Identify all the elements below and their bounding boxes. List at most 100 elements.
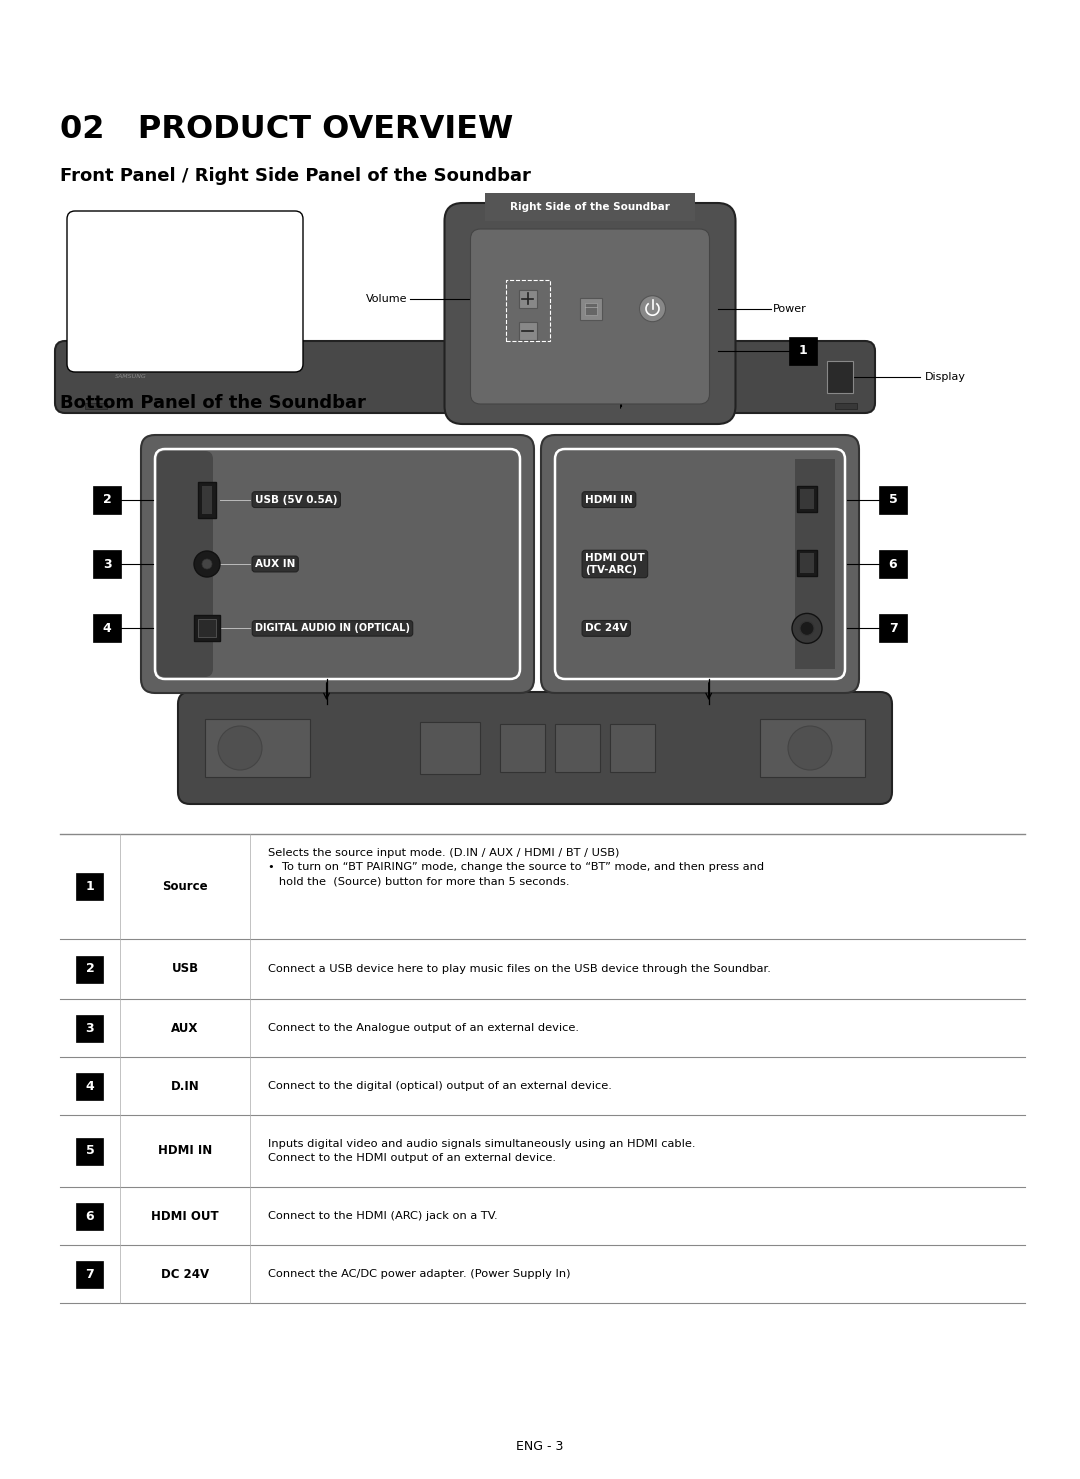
Circle shape: [792, 614, 822, 643]
Bar: [77, 1260, 104, 1288]
Bar: [77, 1202, 104, 1229]
Bar: [485, 192, 696, 220]
Text: Selects the source input mode. (D.IN / AUX / HDMI / BT / USB)
•  To turn on “BT : Selects the source input mode. (D.IN / A…: [268, 847, 765, 887]
FancyBboxPatch shape: [541, 435, 859, 694]
Text: 4: 4: [85, 1080, 94, 1093]
Bar: [580, 297, 602, 319]
Text: HDMI OUT
(TV-ARC): HDMI OUT (TV-ARC): [585, 553, 645, 575]
Bar: [93, 485, 121, 513]
Bar: [795, 458, 835, 669]
Text: DC 24V: DC 24V: [161, 1268, 210, 1281]
Bar: [205, 719, 310, 776]
Text: DIGITAL AUDIO IN (OPTICAL): DIGITAL AUDIO IN (OPTICAL): [255, 624, 410, 633]
Text: D.IN: D.IN: [171, 1080, 200, 1093]
Text: AUX: AUX: [172, 1022, 199, 1034]
Bar: [879, 614, 907, 642]
Text: 2: 2: [85, 963, 94, 976]
Text: 5: 5: [889, 493, 897, 506]
Text: Volume: Volume: [366, 294, 407, 303]
Text: DC 24V: DC 24V: [585, 624, 627, 633]
Text: Right Side of the Soundbar: Right Side of the Soundbar: [510, 203, 670, 211]
Text: 3: 3: [103, 558, 111, 571]
Text: 2: 2: [103, 493, 111, 506]
FancyBboxPatch shape: [471, 229, 710, 404]
Text: Connect to the HDMI (ARC) jack on a TV.: Connect to the HDMI (ARC) jack on a TV.: [268, 1211, 498, 1222]
Text: SAMSUNG: SAMSUNG: [114, 374, 147, 380]
Text: Connect the AC/DC power adapter. (Power Supply In): Connect the AC/DC power adapter. (Power …: [268, 1269, 570, 1279]
FancyBboxPatch shape: [178, 692, 892, 805]
Text: USB (5V 0.5A): USB (5V 0.5A): [255, 494, 337, 504]
Bar: [879, 550, 907, 578]
Bar: [760, 719, 865, 776]
Bar: [797, 485, 816, 512]
Bar: [879, 485, 907, 513]
Text: 1: 1: [85, 880, 94, 893]
Bar: [505, 280, 550, 340]
Bar: [800, 488, 814, 509]
Bar: [77, 1137, 104, 1164]
Bar: [93, 614, 121, 642]
FancyBboxPatch shape: [445, 203, 735, 424]
Bar: [194, 615, 220, 642]
Text: USB: USB: [172, 963, 199, 976]
Circle shape: [639, 296, 665, 322]
Text: 7: 7: [889, 621, 897, 634]
Bar: [93, 550, 121, 578]
Bar: [77, 1015, 104, 1041]
Bar: [827, 361, 853, 392]
Bar: [77, 1072, 104, 1099]
Bar: [518, 322, 537, 340]
FancyBboxPatch shape: [555, 450, 845, 679]
Text: 6: 6: [889, 558, 897, 571]
FancyBboxPatch shape: [156, 450, 519, 679]
Text: Position the product so
that the SAMSUNG logo
is located on the top.: Position the product so that the SAMSUNG…: [119, 266, 252, 306]
Text: 4: 4: [103, 621, 111, 634]
Text: ENG - 3: ENG - 3: [516, 1441, 564, 1454]
Bar: [198, 482, 216, 518]
Bar: [198, 620, 216, 637]
Text: 5: 5: [85, 1145, 94, 1158]
Text: 7: 7: [85, 1268, 94, 1281]
Text: 6: 6: [85, 1210, 94, 1223]
Text: Connect to the digital (optical) output of an external device.: Connect to the digital (optical) output …: [268, 1081, 612, 1092]
Circle shape: [800, 621, 814, 636]
Text: HDMI OUT: HDMI OUT: [151, 1210, 219, 1223]
Circle shape: [202, 559, 212, 569]
Bar: [800, 553, 814, 572]
Text: HDMI IN: HDMI IN: [585, 494, 633, 504]
Bar: [788, 337, 816, 364]
Bar: [202, 485, 212, 513]
FancyBboxPatch shape: [141, 435, 534, 694]
Text: HDMI IN: HDMI IN: [158, 1145, 212, 1158]
Bar: [610, 725, 654, 772]
Bar: [420, 722, 480, 774]
Text: Bottom Panel of the Soundbar: Bottom Panel of the Soundbar: [60, 393, 366, 413]
Circle shape: [218, 726, 262, 771]
Bar: [797, 550, 816, 575]
FancyBboxPatch shape: [55, 342, 875, 413]
Text: Connect a USB device here to play music files on the USB device through the Soun: Connect a USB device here to play music …: [268, 964, 771, 975]
Circle shape: [788, 726, 832, 771]
FancyBboxPatch shape: [157, 451, 213, 677]
FancyBboxPatch shape: [67, 211, 303, 373]
Text: Front Panel / Right Side Panel of the Soundbar: Front Panel / Right Side Panel of the So…: [60, 167, 531, 185]
Text: Source: Source: [162, 880, 207, 893]
Text: 3: 3: [85, 1022, 94, 1034]
Bar: [835, 402, 858, 410]
Text: Inputs digital video and audio signals simultaneously using an HDMI cable.
Conne: Inputs digital video and audio signals s…: [268, 1139, 696, 1162]
Bar: [584, 303, 596, 315]
Text: Display: Display: [924, 373, 966, 382]
Text: Power: Power: [772, 303, 807, 314]
Bar: [165, 458, 205, 669]
Bar: [77, 873, 104, 901]
Text: AUX IN: AUX IN: [255, 559, 295, 569]
Circle shape: [194, 552, 220, 577]
Bar: [555, 725, 600, 772]
Bar: [85, 402, 107, 410]
Text: 02   PRODUCT OVERVIEW: 02 PRODUCT OVERVIEW: [60, 114, 513, 145]
Bar: [518, 290, 537, 308]
Bar: [500, 725, 545, 772]
Bar: [77, 955, 104, 982]
Text: Connect to the Analogue output of an external device.: Connect to the Analogue output of an ext…: [268, 1023, 579, 1032]
Text: 1: 1: [798, 345, 807, 356]
